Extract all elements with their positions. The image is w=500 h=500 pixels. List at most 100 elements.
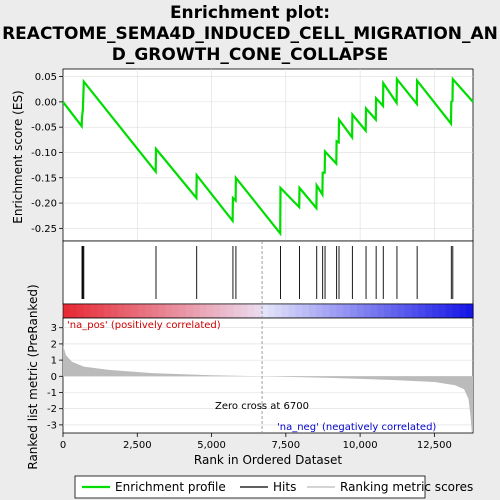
metric-gridlines	[63, 327, 473, 426]
color-bar-segment	[131, 304, 139, 318]
hit-lines	[81, 246, 454, 299]
zero-cross-label: Zero cross at 6700	[215, 401, 309, 412]
color-bar-segment	[186, 304, 194, 318]
color-bar-segment	[336, 304, 344, 318]
x-tick-label: 12,500	[417, 440, 452, 451]
enrichment-profile-line	[62, 76, 474, 237]
color-bar-segment	[315, 304, 324, 318]
color-bar-segment	[322, 304, 331, 318]
es-y-axis-label: Enrichment score (ES)	[11, 90, 25, 223]
color-bar-segment	[117, 304, 126, 318]
color-bar-segment	[370, 304, 378, 318]
es-tick-label: -0.10	[31, 148, 57, 159]
x-tick-label: 10,000	[343, 440, 378, 451]
color-bar-segment	[63, 304, 71, 318]
color-bar-segment	[261, 304, 269, 318]
legend-label-hits: Hits	[273, 480, 296, 494]
color-bar-segment	[165, 304, 173, 318]
color-bar-segment	[268, 304, 276, 318]
color-bar-segment	[213, 304, 221, 318]
color-bar-segment	[438, 304, 447, 318]
x-tick-label: 5,000	[197, 440, 226, 451]
color-bar-segment	[411, 304, 419, 318]
color-bar-segment	[227, 304, 235, 318]
color-bar-segment	[220, 304, 228, 318]
metric-tick-label: 1	[51, 356, 57, 367]
color-bar-segment	[302, 304, 310, 318]
color-bar-segment	[247, 304, 255, 318]
x-tick-label: 7,500	[272, 440, 301, 451]
color-bar-segment	[124, 304, 132, 318]
color-bar-segment	[384, 304, 392, 318]
color-bar-segment	[83, 304, 91, 318]
color-bar-segment	[240, 304, 249, 318]
color-bar-segment	[138, 304, 146, 318]
color-bar-segment	[397, 304, 406, 318]
title-line-1: Enrichment plot:	[170, 3, 330, 23]
color-bar-segment	[179, 304, 187, 318]
metric-tick-label: 3	[51, 323, 57, 334]
rank-color-bar	[62, 303, 474, 319]
color-bar-segment	[343, 304, 351, 318]
metric-y-ticks: 3 2 1 0 -1 -2 -3	[47, 323, 63, 431]
color-bar-segment	[158, 304, 167, 318]
metric-tick-label: 0	[51, 372, 57, 383]
color-bar-segment	[281, 304, 290, 318]
color-bar-segment	[104, 304, 112, 318]
color-bar-segment	[90, 304, 98, 318]
color-bar-segment	[97, 304, 105, 318]
color-bar-segment	[309, 304, 317, 318]
color-bar-segment	[192, 304, 201, 318]
color-bar-segment	[459, 304, 467, 318]
color-bar-segment	[151, 304, 160, 318]
color-bar-segment	[199, 304, 208, 318]
color-bar-segment	[466, 304, 474, 318]
color-bar-segment	[288, 304, 296, 318]
metric-tick-label: -2	[47, 404, 57, 415]
color-bar-segment	[404, 304, 413, 318]
color-bar-segment	[76, 304, 85, 318]
color-bar-segment	[377, 304, 385, 318]
hits-panel	[62, 240, 474, 305]
color-bar-segment	[110, 304, 119, 318]
color-bar-segment	[145, 304, 153, 318]
es-tick-label: 0.00	[35, 97, 57, 108]
color-bar-segment	[432, 304, 440, 318]
color-bar-segment	[295, 304, 303, 318]
color-bar-segment	[391, 304, 399, 318]
x-tick-label: 0	[60, 440, 66, 451]
legend-label-enrichment: Enrichment profile	[115, 480, 226, 494]
x-ticks: 0 2,500 5,000 7,500 10,000 12,500	[60, 433, 452, 451]
color-bar-segment	[356, 304, 365, 318]
x-tick-label: 2,500	[123, 440, 152, 451]
es-y-ticks: 0.05 0.00 -0.05 -0.10 -0.15 -0.20 -0.25	[31, 72, 63, 235]
negative-label: 'na_neg' (negatively correlated)	[277, 422, 436, 433]
metric-tick-label: -3	[47, 420, 57, 431]
color-bar-segment	[452, 304, 460, 318]
color-bar-segment	[172, 304, 180, 318]
color-bar-segment	[206, 304, 214, 318]
es-tick-label: -0.20	[31, 199, 57, 210]
es-panel	[62, 68, 474, 242]
es-tick-label: -0.05	[31, 123, 57, 134]
color-bar-segment	[445, 304, 454, 318]
positive-label: 'na_pos' (positively correlated)	[67, 320, 221, 331]
es-gridlines	[63, 69, 473, 241]
metric-tick-label: 2	[51, 339, 57, 350]
metric-tick-label: -1	[47, 388, 57, 399]
es-tick-label: -0.15	[31, 173, 57, 184]
color-bar-segment	[254, 304, 262, 318]
title-line-3: D_GROWTH_CONE_COLLAPSE	[112, 45, 389, 65]
legend-label-metric: Ranking metric scores	[340, 480, 473, 494]
color-bar-segment	[418, 304, 426, 318]
color-bar-segment	[69, 304, 78, 318]
title-line-2: REACTOME_SEMA4D_INDUCED_CELL_MIGRATION_A…	[2, 24, 498, 44]
metric-y-axis-label: Ranked list metric (PreRanked)	[26, 284, 40, 469]
color-bar-segment	[233, 304, 242, 318]
color-bar-segment	[363, 304, 372, 318]
es-tick-label: -0.25	[31, 224, 57, 235]
es-tick-label: 0.05	[35, 72, 57, 83]
color-bar-segment	[350, 304, 358, 318]
color-bar-segment	[329, 304, 337, 318]
